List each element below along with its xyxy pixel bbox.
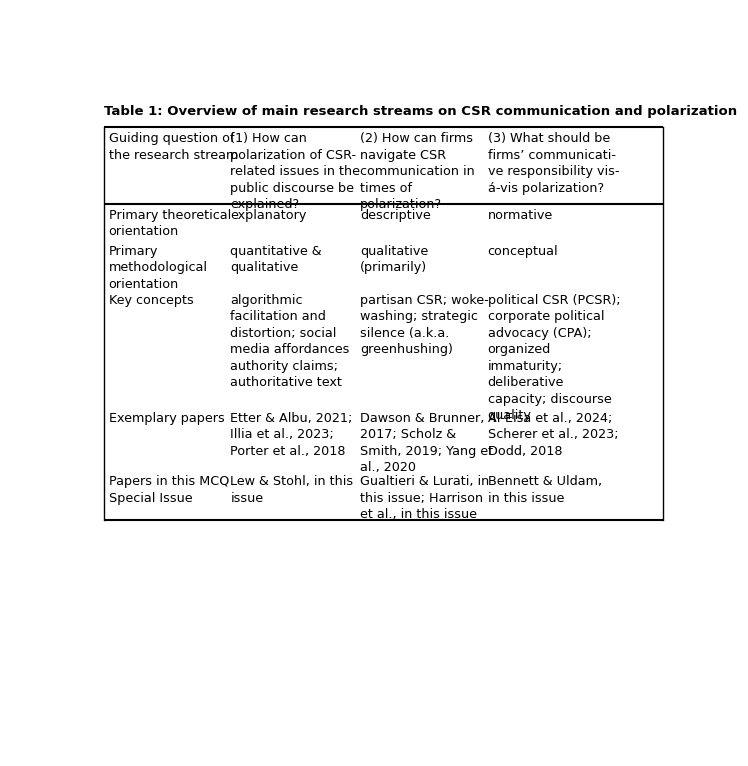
Text: Gualtieri & Lurati, in
this issue; Harrison
et al., in this issue: Gualtieri & Lurati, in this issue; Harri… xyxy=(361,475,489,521)
Text: Guiding question of
the research stream: Guiding question of the research stream xyxy=(108,132,238,162)
Text: political CSR (PCSR);
corporate political
advocacy (CPA);
organized
immaturity;
: political CSR (PCSR); corporate politica… xyxy=(488,294,620,423)
Text: Dawson & Brunner,
2017; Scholz &
Smith, 2019; Yang et
al., 2020: Dawson & Brunner, 2017; Scholz & Smith, … xyxy=(361,412,493,474)
Text: Key concepts: Key concepts xyxy=(108,294,193,307)
Text: explanatory: explanatory xyxy=(230,209,307,222)
Text: Table 1: Overview of main research streams on CSR communication and polarization: Table 1: Overview of main research strea… xyxy=(104,105,737,118)
Text: conceptual: conceptual xyxy=(488,244,558,257)
Text: qualitative
(primarily): qualitative (primarily) xyxy=(361,244,429,274)
Text: Etter & Albu, 2021;
Illia et al., 2023;
Porter et al., 2018: Etter & Albu, 2021; Illia et al., 2023; … xyxy=(230,412,353,458)
Text: normative: normative xyxy=(488,209,553,222)
Text: Bennett & Uldam,
in this issue: Bennett & Uldam, in this issue xyxy=(488,475,602,505)
Text: Papers in this MCQ
Special Issue: Papers in this MCQ Special Issue xyxy=(108,475,229,505)
Text: Exemplary papers: Exemplary papers xyxy=(108,412,224,425)
Text: quantitative &
qualitative: quantitative & qualitative xyxy=(230,244,322,274)
Text: (2) How can firms
navigate CSR
communication in
times of
polarization?: (2) How can firms navigate CSR communica… xyxy=(361,132,475,211)
Text: Primary theoretical
orientation: Primary theoretical orientation xyxy=(108,209,231,238)
Text: partisan CSR; woke-
washing; strategic
silence (a.k.a.
greenhushing): partisan CSR; woke- washing; strategic s… xyxy=(361,294,489,356)
Text: algorithmic
facilitation and
distortion; social
media affordances
authority clai: algorithmic facilitation and distortion;… xyxy=(230,294,349,389)
Text: Al-Eisa et al., 2024;
Scherer et al., 2023;
Dodd, 2018: Al-Eisa et al., 2024; Scherer et al., 20… xyxy=(488,412,619,458)
Text: descriptive: descriptive xyxy=(361,209,431,222)
Text: Lew & Stohl, in this
issue: Lew & Stohl, in this issue xyxy=(230,475,354,505)
Text: (3) What should be
firms’ communicati-
ve responsibility vis-
á-vis polarization: (3) What should be firms’ communicati- v… xyxy=(488,132,619,195)
Text: (1) How can
polarization of CSR-
related issues in the
public discourse be
expla: (1) How can polarization of CSR- related… xyxy=(230,132,361,211)
Text: Primary
methodological
orientation: Primary methodological orientation xyxy=(108,244,208,290)
